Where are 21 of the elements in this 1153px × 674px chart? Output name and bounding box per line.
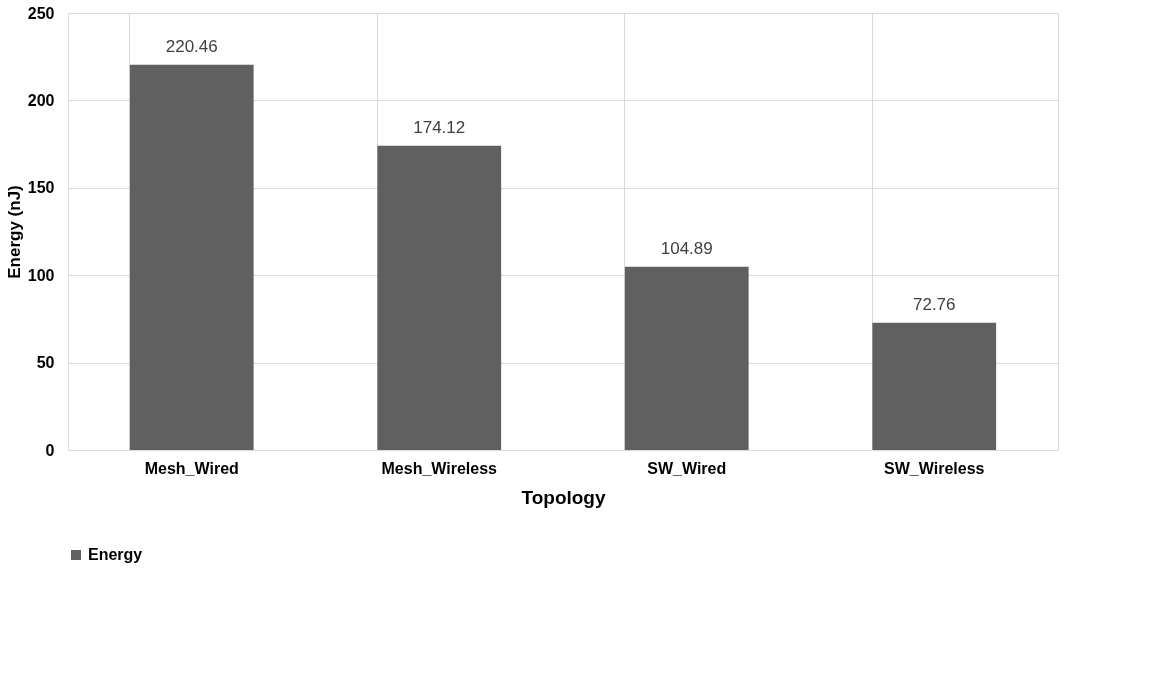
data-label: 104.89 — [660, 238, 713, 258]
y-tick-label: 150 — [27, 179, 55, 197]
bar — [872, 322, 997, 450]
data-label: 174.12 — [413, 117, 466, 137]
x-tick-label: Mesh_Wireless — [381, 459, 498, 477]
bar — [129, 64, 254, 450]
bar — [624, 266, 749, 450]
y-tick-label: 50 — [36, 354, 55, 372]
bar — [377, 145, 502, 450]
y-tick-label: 100 — [27, 266, 55, 284]
legend-label: Energy — [88, 546, 143, 563]
data-label: 220.46 — [165, 36, 218, 56]
x-tick-label: Mesh_Wired — [144, 459, 239, 477]
x-tick-label: SW_Wireless — [884, 459, 985, 477]
x-axis-title: Topology — [521, 486, 606, 508]
y-axis-title: Energy (nJ) — [4, 185, 24, 279]
y-tick-label: 250 — [27, 4, 55, 22]
data-label: 72.76 — [912, 294, 956, 314]
y-tick-label: 200 — [27, 91, 55, 109]
x-tick-label: SW_Wired — [647, 459, 727, 477]
y-tick-label: 0 — [45, 441, 55, 459]
